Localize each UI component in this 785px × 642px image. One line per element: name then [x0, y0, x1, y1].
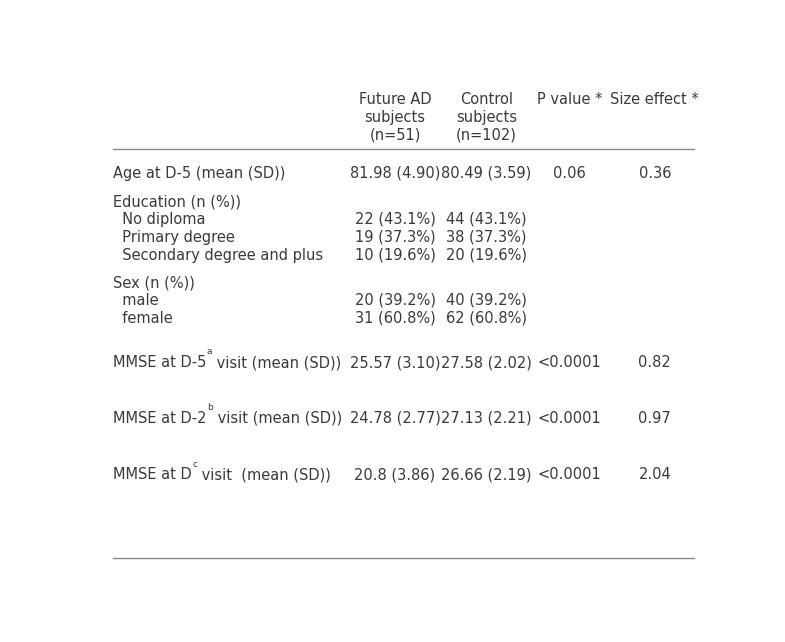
Text: 38 (37.3%): 38 (37.3%): [446, 230, 527, 245]
Text: 19 (37.3%): 19 (37.3%): [355, 230, 436, 245]
Text: <0.0001: <0.0001: [538, 467, 601, 483]
Text: 0.97: 0.97: [638, 411, 671, 426]
Text: 81.98 (4.90): 81.98 (4.90): [350, 166, 440, 181]
Text: Age at D-5 (mean (SD)): Age at D-5 (mean (SD)): [113, 166, 286, 181]
Text: Education (n (%)): Education (n (%)): [113, 194, 241, 209]
Text: MMSE at D-5: MMSE at D-5: [113, 355, 206, 370]
Text: visit (mean (SD)): visit (mean (SD)): [212, 355, 341, 370]
Text: 80.49 (3.59): 80.49 (3.59): [441, 166, 531, 181]
Text: No diploma: No diploma: [113, 212, 206, 227]
Text: 24.78 (2.77): 24.78 (2.77): [349, 411, 440, 426]
Text: 62 (60.8%): 62 (60.8%): [446, 311, 527, 325]
Text: male: male: [113, 293, 159, 308]
Text: 40 (39.2%): 40 (39.2%): [446, 293, 527, 308]
Text: visit  (mean (SD)): visit (mean (SD)): [197, 467, 331, 483]
Text: MMSE at D-2: MMSE at D-2: [113, 411, 206, 426]
Text: 27.13 (2.21): 27.13 (2.21): [441, 411, 531, 426]
Text: 0.82: 0.82: [638, 355, 671, 370]
Text: Primary degree: Primary degree: [113, 230, 236, 245]
Text: Future AD: Future AD: [359, 92, 431, 107]
Text: (n=102): (n=102): [456, 128, 517, 143]
Text: 27.58 (2.02): 27.58 (2.02): [441, 355, 531, 370]
Text: 31 (60.8%): 31 (60.8%): [355, 311, 436, 325]
Text: (n=51): (n=51): [369, 128, 421, 143]
Text: b: b: [206, 403, 213, 412]
Text: 20 (19.6%): 20 (19.6%): [446, 248, 527, 263]
Text: 25.57 (3.10): 25.57 (3.10): [350, 355, 440, 370]
Text: P value *: P value *: [537, 92, 602, 107]
Text: 2.04: 2.04: [638, 467, 671, 483]
Text: 0.06: 0.06: [553, 166, 586, 181]
Text: 0.36: 0.36: [638, 166, 671, 181]
Text: 20 (39.2%): 20 (39.2%): [355, 293, 436, 308]
Text: Secondary degree and plus: Secondary degree and plus: [113, 248, 323, 263]
Text: 10 (19.6%): 10 (19.6%): [355, 248, 436, 263]
Text: subjects: subjects: [364, 110, 425, 125]
Text: Sex (n (%)): Sex (n (%)): [113, 275, 195, 290]
Text: <0.0001: <0.0001: [538, 411, 601, 426]
Text: MMSE at D: MMSE at D: [113, 467, 192, 483]
Text: female: female: [113, 311, 173, 325]
Text: visit (mean (SD)): visit (mean (SD)): [213, 411, 341, 426]
Text: 26.66 (2.19): 26.66 (2.19): [441, 467, 531, 483]
Text: Control: Control: [460, 92, 513, 107]
Text: 20.8 (3.86): 20.8 (3.86): [355, 467, 436, 483]
Text: subjects: subjects: [456, 110, 517, 125]
Text: 44 (43.1%): 44 (43.1%): [446, 212, 527, 227]
Text: <0.0001: <0.0001: [538, 355, 601, 370]
Text: c: c: [192, 460, 197, 469]
Text: a: a: [206, 347, 212, 356]
Text: 22 (43.1%): 22 (43.1%): [355, 212, 436, 227]
Text: Size effect *: Size effect *: [611, 92, 699, 107]
